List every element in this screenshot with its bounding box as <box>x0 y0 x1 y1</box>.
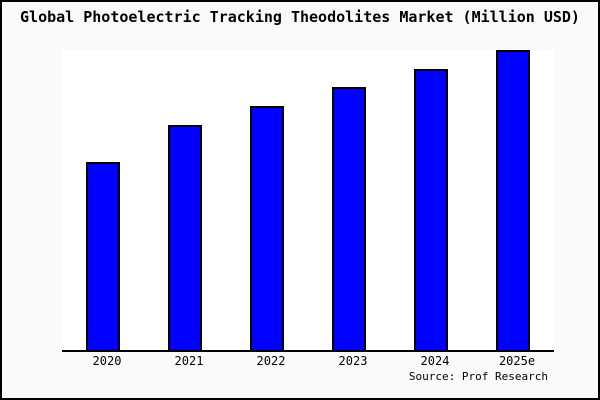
bar-2021 <box>168 125 202 350</box>
plot-area <box>62 50 554 352</box>
bar-slot-2024 <box>390 50 472 350</box>
x-axis-tick-labels: 2020 2021 2022 2023 2024 2025e <box>66 355 558 368</box>
bar-slot-2021 <box>144 50 226 350</box>
bar-2024 <box>414 69 448 350</box>
x-tick-label-2023: 2023 <box>338 354 368 368</box>
bar-2022 <box>250 106 284 350</box>
x-tick-label-2020: 2020 <box>92 354 122 368</box>
bar-2025e <box>496 50 530 350</box>
bar-slot-2023 <box>308 50 390 350</box>
x-tick-label-2025e: 2025e <box>498 354 536 368</box>
chart-title: Global Photoelectric Tracking Theodolite… <box>20 8 580 26</box>
bars-container <box>62 50 554 350</box>
x-tick-label-2024: 2024 <box>420 354 450 368</box>
source-label: Source: Prof Research <box>408 370 548 383</box>
bar-slot-2022 <box>226 50 308 350</box>
bar-2020 <box>86 162 120 350</box>
bar-slot-2025e <box>472 50 554 350</box>
x-tick-label-2022: 2022 <box>256 354 286 368</box>
bar-slot-2020 <box>62 50 144 350</box>
x-tick-label-2021: 2021 <box>174 354 204 368</box>
bar-2023 <box>332 87 366 350</box>
